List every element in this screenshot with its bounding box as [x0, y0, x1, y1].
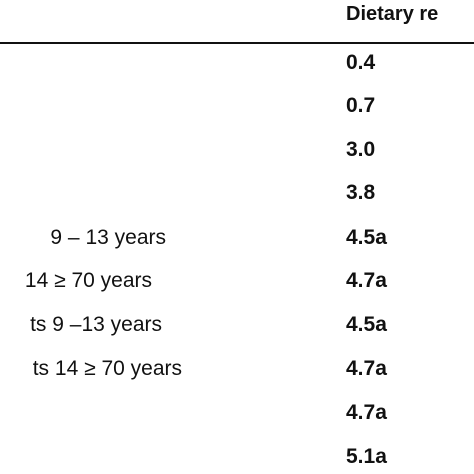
column-header-dietary: Dietary re	[346, 3, 439, 25]
row-value: 4.7a	[346, 401, 387, 424]
row-value: 4.5a	[346, 226, 387, 249]
row-value: 4.5a	[346, 313, 387, 336]
row-value: 4.7a	[346, 269, 387, 292]
table-row: ts 9 –13 years 4.5a	[0, 312, 474, 356]
row-value: 3.8	[346, 181, 376, 204]
table-row: 3.0	[0, 137, 474, 181]
row-group-label: ts 14 ≥ 70 years	[32, 357, 182, 380]
row-value: 5.1a	[346, 445, 387, 468]
row-value: 0.7	[346, 94, 376, 117]
table-row: 5.1a	[0, 444, 474, 474]
table-row: ts 14 ≥ 70 years 4.7a	[0, 356, 474, 400]
row-value: 4.7a	[346, 357, 387, 380]
row-value: 0.4	[346, 51, 376, 74]
row-value: 3.0	[346, 138, 376, 161]
table-row: 14 ≥ 70 years 4.7a	[0, 268, 474, 312]
table-row: 0.7	[0, 93, 474, 137]
row-group-label: 9 – 13 years	[50, 226, 166, 249]
table-row: 4.7a	[0, 400, 474, 444]
row-group-label: ts 9 –13 years	[30, 313, 162, 336]
table-row: 0.4	[0, 50, 474, 94]
table-row: 3.8	[0, 180, 474, 224]
header-rule	[0, 42, 474, 44]
row-group-label: 14 ≥ 70 years	[24, 269, 152, 292]
table-row: 9 – 13 years 4.5a	[0, 225, 474, 269]
